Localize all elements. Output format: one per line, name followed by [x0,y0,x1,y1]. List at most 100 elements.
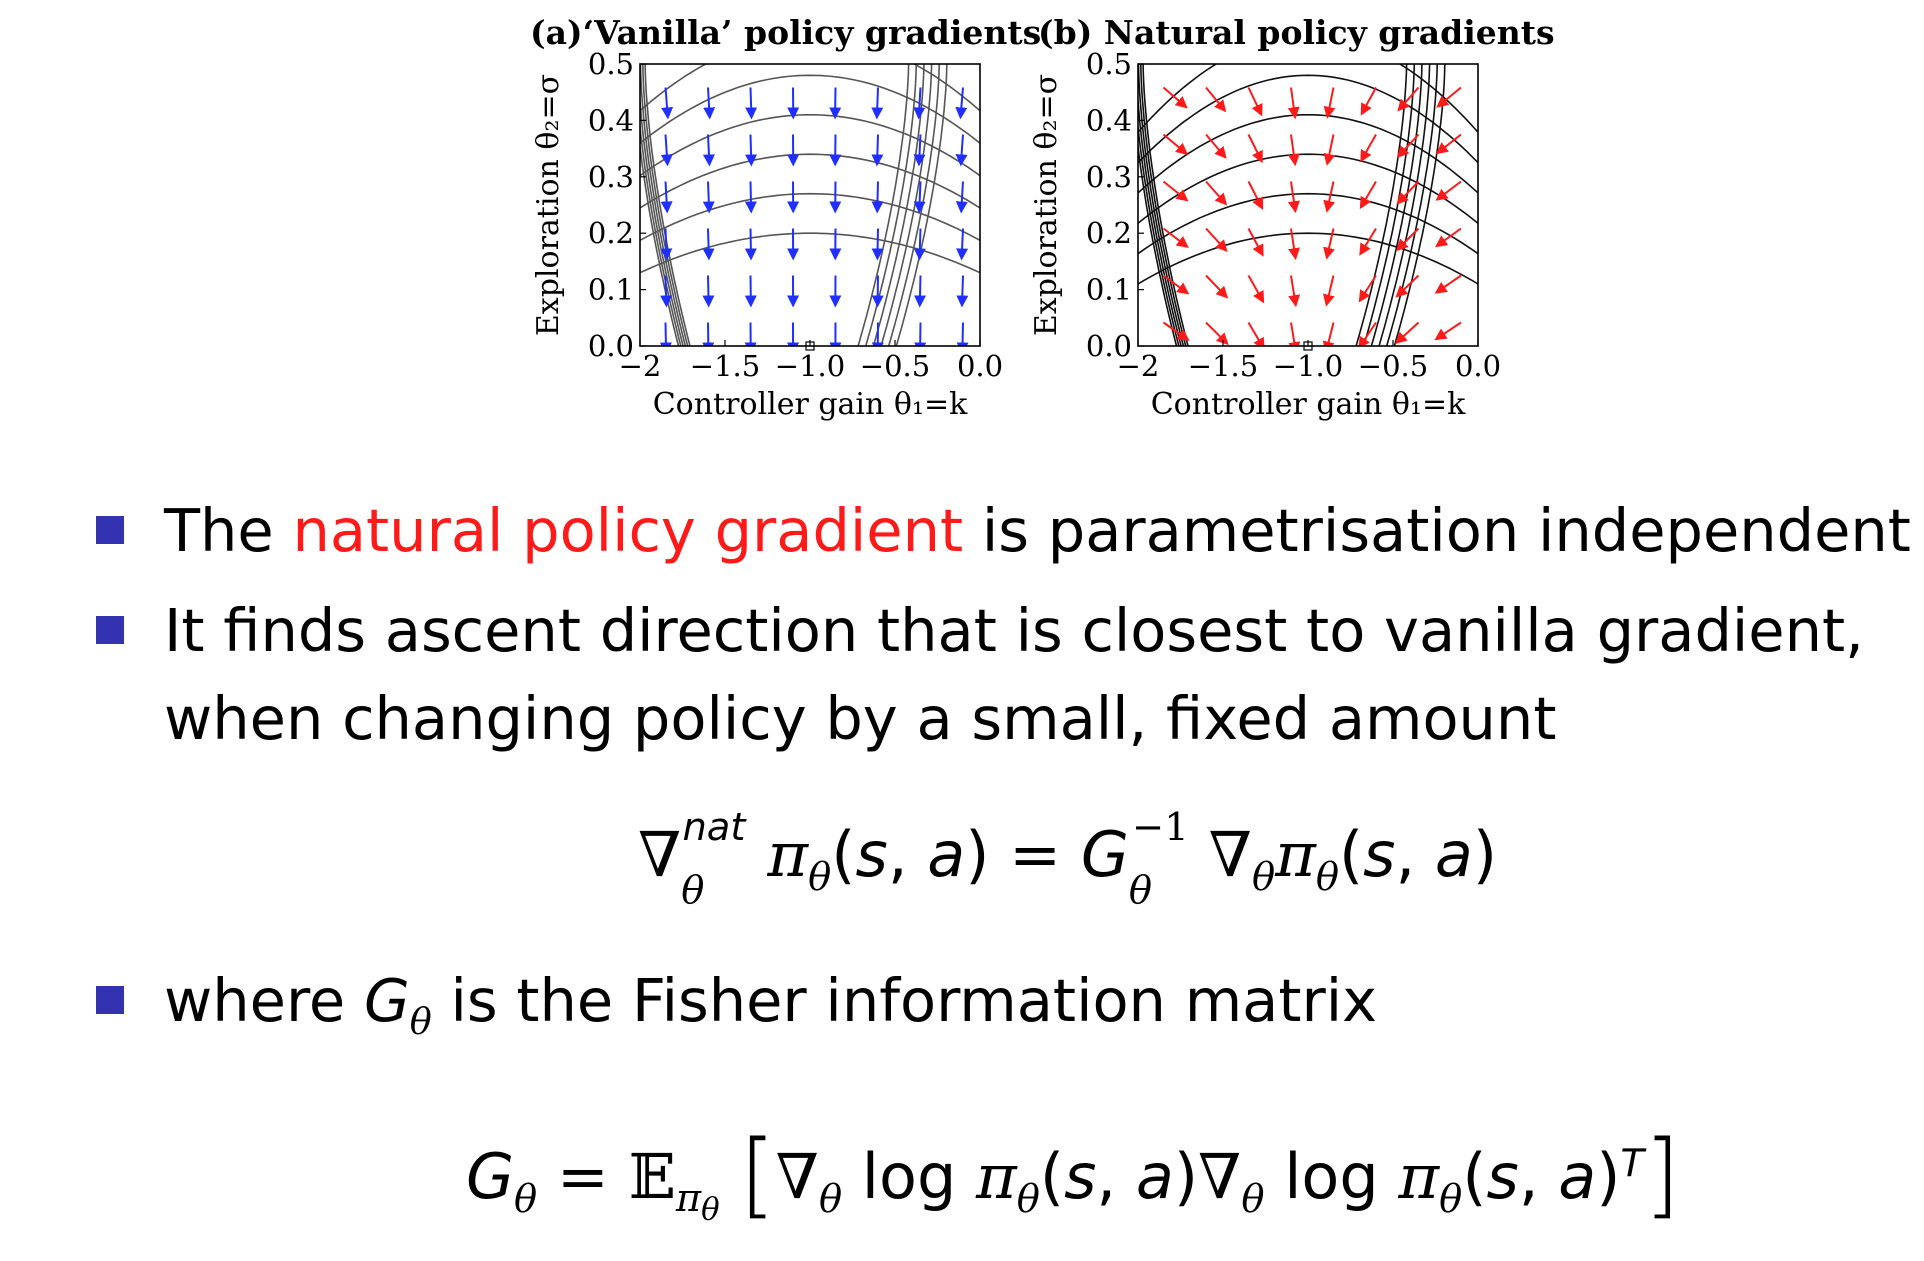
gradient-arrow [660,228,673,261]
gradient-arrow [1435,180,1462,201]
gradient-arrow [702,275,715,308]
contour-line [640,74,980,144]
gradient-arrow [956,275,969,308]
x-tick-label: −2 [619,349,662,383]
contour-line [1363,64,1416,346]
gradient-arrow [1162,86,1188,109]
y-tick-label: 0.1 [1086,273,1132,307]
gradient-arrow [1358,274,1377,303]
contour-line [642,64,689,346]
gradient-arrow [1434,321,1462,341]
gradient-arrow [1247,87,1263,117]
y-tick-label: 0.0 [1086,329,1132,363]
contour-lines [640,64,980,346]
gradient-arrow [913,134,926,167]
figure-natural-gradients: (b) Natural policy gradients −2 −1.5 −1.0−… [1018,6,1558,426]
gradient-arrow [1434,274,1462,294]
equation-fisher-matrix: Gθ = 𝔼πθ [∇θ log πθ(s, a)∇θ log πθ(s, a)… [466,1120,1681,1229]
gradient-arrow [1205,274,1229,299]
gradient-arrow [1205,180,1228,206]
gradient-arrow [955,87,968,120]
gradient-arrow [1288,228,1300,261]
y-axis-label: Exploration θ₂=σ [531,74,566,336]
contour-line [644,64,691,346]
plot-title-natural: (b) Natural policy gradients [1038,13,1555,52]
x-tick-label: −0.5 [1358,349,1428,383]
gradient-arrow [1395,274,1420,298]
gradient-arrow [913,228,926,261]
contour-line [1138,119,1180,346]
gradient-arrow [871,181,884,214]
gradient-arrow [1396,133,1420,159]
contour-line [1378,64,1431,346]
gradient-arrow [1395,227,1420,252]
gradient-arrow [744,228,757,261]
gradient-arrow [1359,227,1377,256]
contour-line [1140,64,1187,346]
gradient-arrow [1247,321,1265,346]
contour-line [1142,64,1189,346]
contour-line [1370,64,1423,346]
gradient-arrow [1435,227,1462,248]
gradient-arrows [1162,86,1462,346]
quiver-plot-vanilla: (a)‘Vanilla’ policy gradients −2 −1.5 −1.0… [530,13,1041,422]
gradient-arrow [744,181,757,214]
gradient-arrow [1287,87,1300,120]
gradient-arrow [1162,180,1189,202]
y-tick-label: 0.3 [588,160,634,194]
plot-title-vanilla: (a)‘Vanilla’ policy gradients [530,13,1041,52]
gradient-arrow [1247,228,1264,257]
quiver-plot-natural: (b) Natural policy gradients −2 −1.5 −1.0−… [1029,13,1555,422]
gradient-arrow [914,275,927,308]
equation-natural-gradient: ∇θnat πθ(s, a) = Gθ−1 ∇θπθ(s, a) [638,805,1498,914]
gradient-arrow [1323,228,1335,260]
contour-line [1138,64,1185,346]
contour-line [895,64,948,346]
gradient-arrow [702,228,715,261]
gradient-arrow [1359,180,1377,210]
gradient-arrow [1162,133,1189,155]
contour-line [1138,74,1478,164]
gradient-arrow [660,275,673,308]
gradient-arrow [1162,274,1190,295]
gradient-arrow [1205,227,1228,253]
gradient-arrow [1436,86,1462,108]
gradient-arrow [1397,86,1420,112]
y-tick-label: 0.1 [588,273,634,307]
contour-line [1385,64,1438,346]
y-tick-label: 0.2 [1086,216,1132,250]
gradient-arrow [955,134,968,167]
contour-line [640,192,980,242]
gradient-arrow [1162,227,1189,248]
gradient-arrow [913,87,926,120]
gradient-arrow [871,228,884,261]
x-tick-label: −1.5 [1188,349,1258,383]
gradient-arrow [702,181,715,214]
x-tick-label: −2 [1117,349,1160,383]
bullet-2-text-line2: when changing policy by a small, fixed a… [164,684,1557,753]
x-tick-label: −0.5 [860,349,930,383]
gradient-arrow [1323,134,1336,166]
x-tick-label: −1.5 [690,349,760,383]
y-tick-label: 0.0 [588,329,634,363]
gradient-arrow [1288,322,1301,346]
y-tick-label: 0.2 [588,216,634,250]
contour-line [857,64,910,346]
bullet-1-text: The natural policy gradient is parametri… [164,496,1911,565]
gradient-arrow [660,181,673,214]
highlight-natural-policy-gradient: natural policy gradient [292,496,964,565]
gradient-arrow [659,322,672,346]
gradient-arrow [1394,321,1420,345]
gradient-arrow [1205,133,1227,159]
gradient-arrow [660,134,673,167]
gradient-arrow [956,322,969,346]
gradient-arrow [1247,134,1263,164]
y-tick-label: 0.5 [1086,47,1132,81]
gradient-arrow [661,87,674,120]
contour-line [640,232,980,274]
gradient-arrow [1288,275,1301,308]
gradient-arrow [1162,321,1190,341]
gradient-arrow [1323,87,1336,119]
x-axis-label: Controller gain θ₁=k [653,387,968,422]
gradient-arrow [871,87,884,120]
